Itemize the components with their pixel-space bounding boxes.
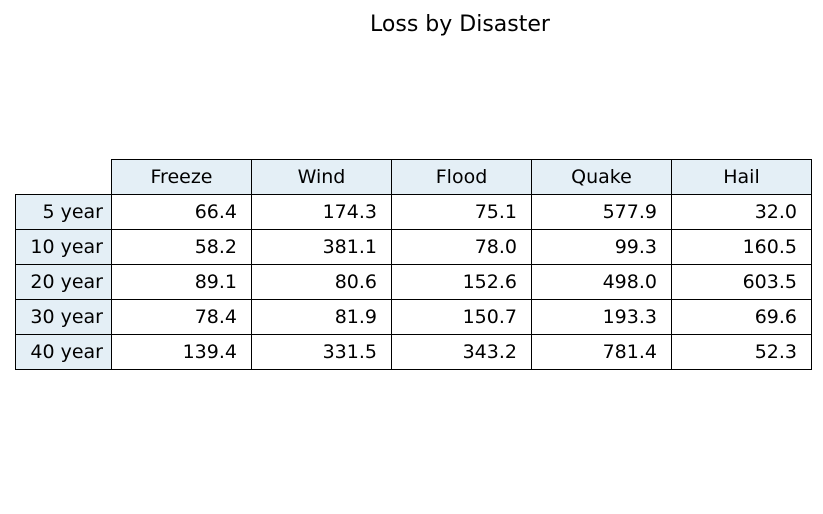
table-cell: 781.4 — [531, 334, 672, 370]
table-cell: 498.0 — [531, 264, 672, 300]
table-cell: 69.6 — [671, 299, 812, 335]
table-cell: 78.4 — [111, 299, 252, 335]
table-cell: 577.9 — [531, 194, 672, 230]
table-cell: 603.5 — [671, 264, 812, 300]
table-cell: 89.1 — [111, 264, 252, 300]
row-header: 20 year — [15, 264, 112, 300]
column-header-quake: Quake — [531, 159, 672, 195]
table-cell: 99.3 — [531, 229, 672, 265]
table-cell: 58.2 — [111, 229, 252, 265]
row-header: 30 year — [15, 299, 112, 335]
table-cell: 52.3 — [671, 334, 812, 370]
row-header: 40 year — [15, 334, 112, 370]
data-table: Freeze Wind Flood Quake Hail 5 year 66.4… — [15, 159, 812, 370]
table-cell: 193.3 — [531, 299, 672, 335]
table-cell: 80.6 — [251, 264, 392, 300]
table-cell: 75.1 — [391, 194, 532, 230]
table-row: 30 year 78.4 81.9 150.7 193.3 69.6 — [15, 299, 812, 335]
corner-cell — [16, 160, 112, 195]
table-cell: 160.5 — [671, 229, 812, 265]
table-cell: 32.0 — [671, 194, 812, 230]
title-area: Loss by Disaster — [0, 0, 823, 50]
table-row: 10 year 58.2 381.1 78.0 99.3 160.5 — [15, 229, 812, 265]
column-header-flood: Flood — [391, 159, 532, 195]
table-row: 40 year 139.4 331.5 343.2 781.4 52.3 — [15, 334, 812, 370]
column-header-freeze: Freeze — [111, 159, 252, 195]
chart-title: Loss by Disaster — [370, 12, 550, 37]
table-cell: 331.5 — [251, 334, 392, 370]
table-cell: 78.0 — [391, 229, 532, 265]
table-row: 5 year 66.4 174.3 75.1 577.9 32.0 — [15, 194, 812, 230]
table-cell: 343.2 — [391, 334, 532, 370]
table-cell: 150.7 — [391, 299, 532, 335]
column-header-wind: Wind — [251, 159, 392, 195]
table-row: 20 year 89.1 80.6 152.6 498.0 603.5 — [15, 264, 812, 300]
table-cell: 81.9 — [251, 299, 392, 335]
header-row: Freeze Wind Flood Quake Hail — [16, 159, 812, 195]
table-cell: 152.6 — [391, 264, 532, 300]
table-cell: 381.1 — [251, 229, 392, 265]
table-cell: 174.3 — [251, 194, 392, 230]
table-cell: 139.4 — [111, 334, 252, 370]
row-header: 5 year — [15, 194, 112, 230]
column-header-hail: Hail — [671, 159, 812, 195]
row-header: 10 year — [15, 229, 112, 265]
table-cell: 66.4 — [111, 194, 252, 230]
